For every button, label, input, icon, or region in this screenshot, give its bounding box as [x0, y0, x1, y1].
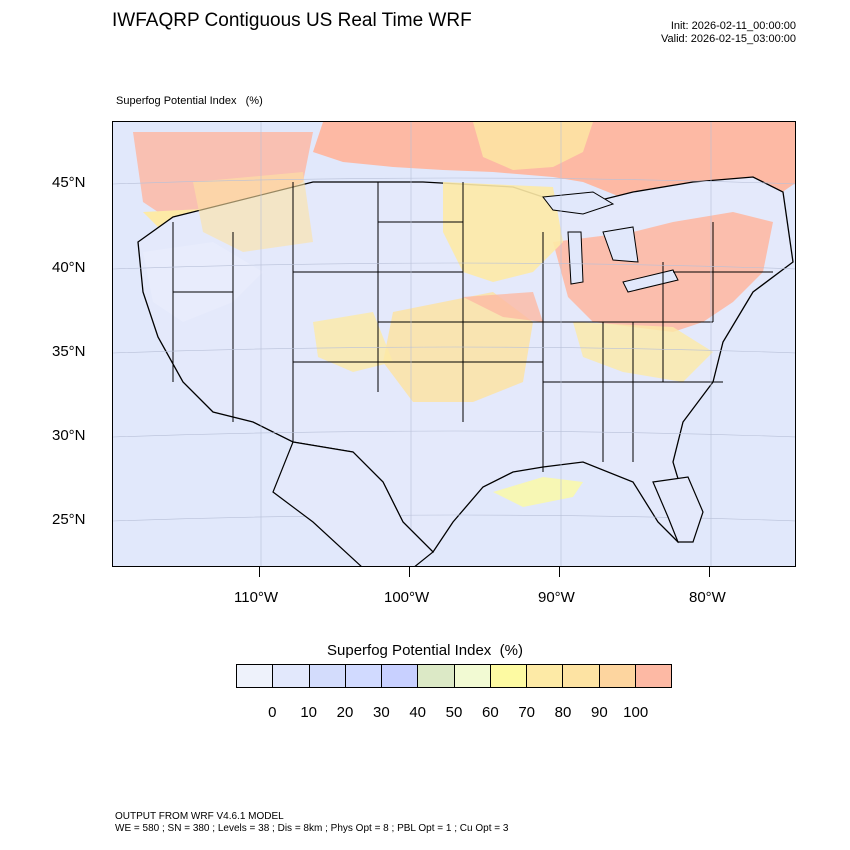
colorbar-swatch: [563, 665, 600, 687]
lon-label-110: 110°W: [234, 589, 279, 606]
colorbar-swatch: [309, 665, 346, 687]
colorbar-tick-label: 40: [409, 704, 426, 721]
colorbar-swatch: [273, 665, 310, 687]
rockies-field: [193, 172, 313, 252]
colorbar-tick-label: 20: [336, 704, 354, 721]
colorbar-tick-label: 100: [623, 704, 649, 721]
colorbar-swatch: [237, 665, 274, 687]
lat-label-45: 45°N: [52, 174, 86, 191]
colorbar-tick-label: 80: [554, 704, 572, 721]
plains-high-field: [463, 292, 543, 322]
lake-erie: [622, 269, 679, 293]
lon-label-90: 90°W: [538, 589, 575, 606]
lon-label-80: 80°W: [689, 589, 726, 606]
model-output-line: OUTPUT FROM WRF V4.6.1 MODEL: [115, 811, 284, 822]
colorbar-swatch: [490, 665, 527, 687]
lon-tick-110: [259, 567, 260, 577]
colorbar-swatch: [527, 665, 564, 687]
mexico-outline: [272, 441, 434, 566]
model-config-line: WE = 580 ; SN = 380 ; Levels = 38 ; Dis …: [115, 823, 509, 834]
colorbar-tick-label: 30: [372, 704, 390, 721]
colorbar-swatch: [345, 665, 382, 687]
lon-tick-100: [409, 567, 410, 577]
colorbar-swatch: [418, 665, 455, 687]
colorbar-tick-label: 50: [445, 704, 463, 721]
canada-moderate-field: [473, 122, 593, 170]
colorbar-swatch: [635, 665, 671, 687]
field-title: Superfog Potential Index (%): [116, 95, 263, 107]
colorbar-tick-label: 70: [518, 704, 535, 721]
upper-midwest-field: [443, 182, 563, 282]
lake-michigan: [567, 231, 584, 285]
map-canvas: [113, 122, 795, 566]
lake-huron: [602, 226, 639, 263]
lake-superior: [542, 191, 615, 215]
init-time: Init: 2026-02-11_00:00:00: [670, 20, 796, 32]
colorbar-swatch: [454, 665, 491, 687]
map-title: IWFAQRP Contiguous US Real Time WRF: [112, 10, 472, 31]
colorbar-swatch: [382, 665, 419, 687]
lon-tick-90: [559, 567, 560, 577]
colorbar-tick-label: 10: [300, 704, 317, 721]
colorbar-swatch: [599, 665, 636, 687]
run-times: Init: 2026-02-11_00:00:00 Valid: 2026-02…: [661, 20, 796, 46]
colorbar-title: Superfog Potential Index (%): [327, 642, 523, 659]
state-boundaries: [172, 182, 773, 472]
lat-label-30: 30°N: [52, 427, 86, 444]
colorbar: [236, 664, 672, 688]
lat-label-40: 40°N: [52, 259, 86, 276]
lat-label-35: 35°N: [52, 343, 86, 360]
ohio-valley-field: [573, 322, 713, 382]
florida-outline: [652, 476, 704, 543]
lat-label-25: 25°N: [52, 511, 86, 528]
colorbar-tick-label: 90: [590, 704, 608, 721]
valid-time: Valid: 2026-02-15_03:00:00: [661, 33, 796, 45]
lon-label-100: 100°W: [384, 589, 430, 606]
map-panel: [112, 121, 796, 567]
lon-tick-80: [709, 567, 710, 577]
gulf-coast-field: [493, 477, 583, 507]
colorbar-tick-label: 0: [268, 704, 277, 721]
colorbar-tick-label: 60: [481, 704, 499, 721]
southwest-field: [313, 312, 393, 372]
